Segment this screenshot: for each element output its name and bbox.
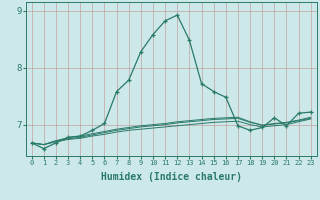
X-axis label: Humidex (Indice chaleur): Humidex (Indice chaleur) [101, 172, 242, 182]
